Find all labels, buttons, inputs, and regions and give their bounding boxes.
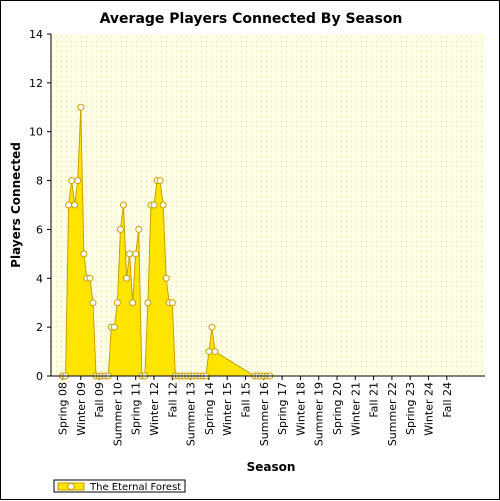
- x-tick-label: Summer 19: [313, 382, 326, 446]
- data-point: [168, 299, 176, 307]
- data-point: [156, 177, 164, 185]
- legend-box: [53, 479, 186, 493]
- x-tick-label: Spring 23: [404, 382, 417, 435]
- data-point: [135, 225, 143, 233]
- legend: The Eternal Forest: [53, 479, 186, 493]
- y-tick-label: 4: [36, 272, 43, 285]
- data-point: [113, 299, 121, 307]
- y-tick-label: 10: [29, 126, 43, 139]
- data-point: [110, 323, 118, 331]
- x-tick-label: Winter 12: [148, 382, 161, 436]
- x-tick-label: Spring 08: [57, 382, 70, 435]
- x-tick-label: Winter 24: [423, 382, 436, 436]
- x-tick-label: Summer 13: [185, 382, 198, 446]
- data-point: [68, 177, 76, 185]
- x-tick-label: Winter 21: [349, 382, 362, 436]
- data-point: [126, 250, 134, 258]
- x-tick-label: Spring 20: [331, 382, 344, 435]
- x-tick-label: Winter 09: [75, 382, 88, 436]
- series-area: [62, 107, 270, 377]
- data-point: [162, 274, 170, 282]
- data-point: [129, 299, 137, 307]
- y-axis-ticks: 0 2 4 6 8 10 12 14: [29, 28, 51, 383]
- data-point: [80, 250, 88, 258]
- x-tick-label: Spring 11: [130, 382, 143, 435]
- data-point: [89, 299, 97, 307]
- y-tick-label: 8: [36, 175, 43, 188]
- x-tick-label: Fall 21: [368, 382, 381, 418]
- y-tick-label: 0: [36, 370, 43, 383]
- x-tick-label: Summer 22: [386, 382, 399, 446]
- x-tick-label: Spring 17: [276, 382, 289, 435]
- data-point: [65, 201, 73, 209]
- x-axis-title: Season: [247, 460, 296, 474]
- x-tick-label: Winter 15: [221, 382, 234, 436]
- data-point: [74, 177, 82, 185]
- data-point: [144, 299, 152, 307]
- x-tick-label: Summer 16: [258, 382, 271, 446]
- x-tick-label: Fall 24: [441, 382, 454, 418]
- data-point: [150, 201, 158, 209]
- x-axis-ticks: Spring 08 Winter 09 Fall 09 Summer 10 Spring…: [57, 376, 454, 446]
- data-point: [208, 323, 216, 331]
- y-tick-label: 6: [36, 223, 43, 236]
- y-axis-title: Players Connected: [9, 142, 23, 268]
- x-tick-label: Winter 18: [294, 382, 307, 436]
- chart-title: Average Players Connected By Season: [100, 11, 403, 27]
- data-point: [123, 274, 131, 282]
- legend-marker: [67, 482, 75, 491]
- data-point: [86, 274, 94, 282]
- y-tick-label: 2: [36, 321, 43, 334]
- legend-label: The Eternal Forest: [89, 482, 181, 493]
- data-point: [159, 201, 167, 209]
- data-point: [205, 348, 213, 356]
- data-point: [116, 225, 124, 233]
- x-tick-label: Fall 15: [240, 382, 253, 418]
- data-point: [120, 201, 127, 209]
- x-tick-label: Summer 10: [111, 382, 124, 446]
- y-tick-label: 14: [29, 28, 43, 41]
- y-tick-label: 12: [29, 77, 43, 90]
- x-tick-label: Fall 12: [166, 382, 179, 418]
- data-point: [211, 348, 219, 356]
- data-point: [77, 103, 85, 111]
- x-tick-label: Fall 09: [93, 382, 106, 418]
- data-point: [132, 250, 140, 258]
- x-tick-label: Spring 14: [203, 382, 216, 435]
- data-point: [71, 201, 79, 209]
